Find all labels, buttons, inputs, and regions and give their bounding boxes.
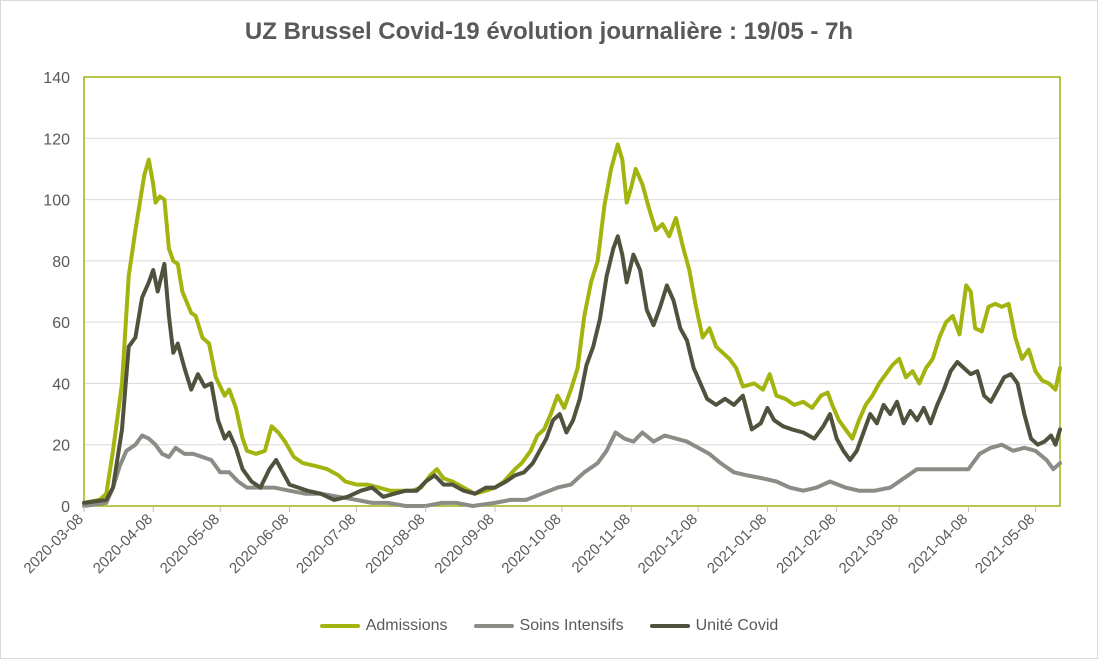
legend-item: Admissions xyxy=(319,617,448,635)
x-tick-label: 2020-10-08 xyxy=(498,511,564,577)
legend-swatch xyxy=(319,624,360,628)
y-tick-label: 20 xyxy=(52,438,70,455)
x-tick-label: 2020-09-08 xyxy=(431,511,497,577)
x-tick-label: 2021-04-08 xyxy=(905,511,971,577)
x-axis: 2020-03-08 2020-04-08 2020-05-08 2020-06-08… xyxy=(21,506,1038,577)
y-tick-label: 140 xyxy=(43,70,70,87)
legend-swatch xyxy=(649,624,690,628)
chart-title: UZ Brussel Covid-19 évolution journalièr… xyxy=(244,18,854,45)
legend-item: Soins Intensifs xyxy=(473,617,624,635)
y-tick-label: 80 xyxy=(52,254,70,271)
x-tick-label: 2021-02-08 xyxy=(773,511,839,577)
y-tick-label: 60 xyxy=(52,315,70,332)
x-tick-label: 2021-05-08 xyxy=(972,511,1038,577)
plot-area-border xyxy=(83,76,1061,507)
gridlines xyxy=(84,137,1060,507)
legend-label: Unité Covid xyxy=(695,617,779,634)
x-tick-label: 2020-04-08 xyxy=(90,511,156,577)
y-tick-label: 100 xyxy=(43,193,70,210)
series-lines xyxy=(82,142,1062,508)
x-tick-label: 2021-03-08 xyxy=(836,511,902,577)
x-tick-label: 2020-03-08 xyxy=(21,511,87,577)
series-line-admissions xyxy=(82,142,1062,505)
x-tick-label: 2021-01-08 xyxy=(704,511,770,577)
legend-label: Soins Intensifs xyxy=(519,617,624,634)
x-tick-label: 2020-07-08 xyxy=(293,511,359,577)
y-tick-label: 40 xyxy=(52,376,70,393)
x-tick-label: 2020-06-08 xyxy=(226,511,292,577)
legend-item: Unité Covid xyxy=(649,617,779,635)
x-tick-label: 2020-11-08 xyxy=(569,511,634,576)
legend: Admissions Soins Intensifs Unité Covid xyxy=(0,617,1098,635)
x-tick-label: 2020-05-08 xyxy=(157,511,223,577)
series-line-soins-intensifs xyxy=(82,430,1062,508)
y-tick-label: 0 xyxy=(61,499,70,516)
y-tick-label: 120 xyxy=(43,131,70,148)
y-axis: 0 20 40 60 80 100 120 140 xyxy=(43,70,70,516)
legend-swatch xyxy=(473,624,514,628)
series-line-unit-covid xyxy=(82,234,1062,505)
x-tick-label: 2020-12-08 xyxy=(635,511,701,577)
legend-label: Admissions xyxy=(365,617,448,634)
x-tick-label: 2020-08-08 xyxy=(362,511,428,577)
